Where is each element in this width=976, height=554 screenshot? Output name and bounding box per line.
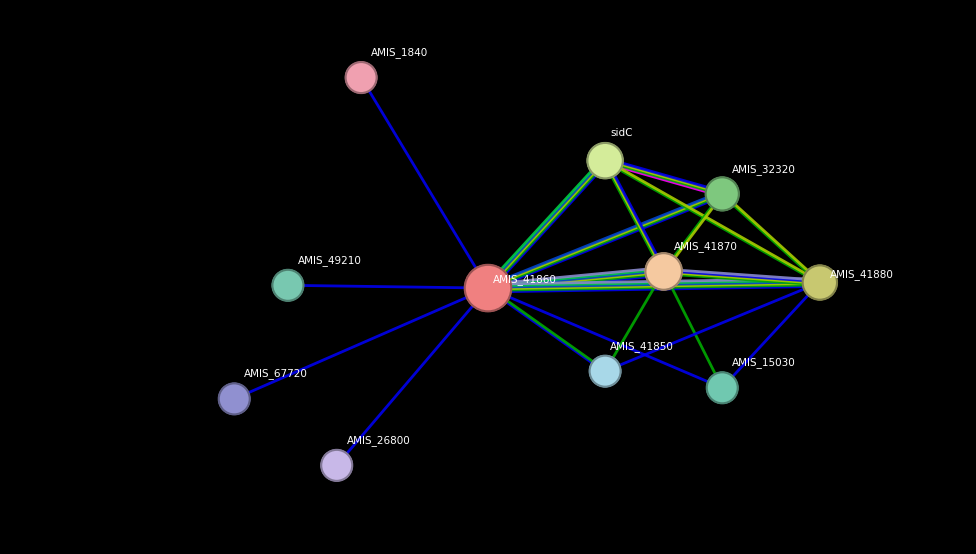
Ellipse shape (645, 253, 682, 290)
Text: AMIS_49210: AMIS_49210 (298, 255, 361, 266)
Text: AMIS_41850: AMIS_41850 (610, 341, 673, 352)
Text: AMIS_41880: AMIS_41880 (830, 269, 893, 280)
Ellipse shape (706, 177, 739, 211)
Text: AMIS_67720: AMIS_67720 (244, 368, 307, 379)
Ellipse shape (802, 265, 837, 300)
Ellipse shape (219, 383, 250, 414)
Ellipse shape (465, 265, 511, 311)
Ellipse shape (707, 372, 738, 403)
Text: AMIS_41870: AMIS_41870 (673, 241, 737, 252)
Text: AMIS_41860: AMIS_41860 (493, 274, 556, 285)
Text: AMIS_15030: AMIS_15030 (732, 357, 795, 368)
Ellipse shape (346, 62, 377, 93)
Text: AMIS_1840: AMIS_1840 (371, 47, 428, 58)
Ellipse shape (321, 450, 352, 481)
Ellipse shape (588, 143, 623, 178)
Text: AMIS_32320: AMIS_32320 (732, 163, 795, 175)
Ellipse shape (272, 270, 304, 301)
Text: sidC: sidC (610, 129, 632, 138)
Ellipse shape (590, 356, 621, 387)
Text: AMIS_26800: AMIS_26800 (346, 435, 410, 446)
